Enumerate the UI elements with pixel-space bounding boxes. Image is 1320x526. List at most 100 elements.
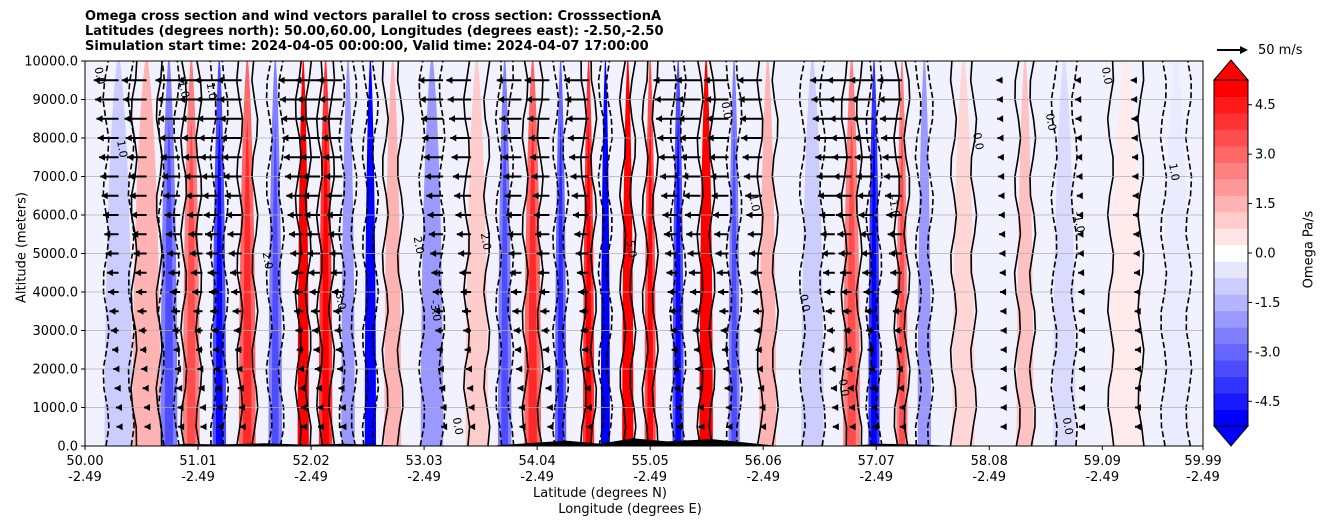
- wind-vector-head: [681, 153, 688, 161]
- wind-vector: [675, 76, 701, 84]
- wind-vector-head: [890, 269, 897, 277]
- wind-vector: [326, 211, 343, 219]
- wind-vector-head: [829, 115, 836, 123]
- wind-vector: [691, 307, 701, 315]
- wind-vector: [1134, 327, 1141, 334]
- wind-vector-head: [105, 250, 112, 257]
- wind-vector: [296, 96, 321, 103]
- wind-vector: [659, 173, 679, 180]
- wind-vector-head: [141, 365, 148, 373]
- wind-vector: [837, 230, 852, 238]
- wind-vector: [720, 327, 729, 334]
- wind-vector-head: [540, 307, 547, 315]
- wind-vector: [537, 269, 550, 277]
- wind-vector-head: [683, 192, 690, 200]
- wind-vector-head: [849, 423, 856, 431]
- wind-vector: [164, 211, 181, 219]
- wind-vector: [738, 96, 763, 103]
- wind-vector-head: [426, 192, 433, 200]
- wind-vector: [576, 269, 589, 277]
- wind-vector-head: [527, 115, 534, 123]
- wind-vector: [460, 288, 472, 296]
- wind-vector-head: [833, 173, 840, 180]
- wind-vector: [815, 153, 835, 161]
- wind-vector-head: [829, 365, 836, 373]
- wind-vector: [1133, 230, 1140, 238]
- wind-vector-head: [217, 423, 224, 431]
- wind-vector-head: [832, 153, 839, 161]
- wind-vector-head: [124, 115, 131, 123]
- wind-vector: [544, 365, 551, 373]
- wind-vector-head: [666, 269, 673, 277]
- wind-vector-head: [529, 153, 536, 161]
- wind-vector: [226, 211, 242, 219]
- wind-vector: [310, 307, 321, 315]
- wind-vector: [1079, 327, 1086, 334]
- colorbar-level-12: [1214, 211, 1248, 229]
- wind-vector-head: [544, 365, 551, 373]
- wind-vector-head: [448, 115, 455, 123]
- colorbar-level-17: [1214, 129, 1248, 147]
- wind-vector-head: [210, 307, 217, 315]
- wind-vector: [163, 192, 181, 200]
- colorbar-tick-label-4: 1.5: [1255, 197, 1276, 212]
- wind-vector-head: [526, 96, 533, 103]
- omega-band-core-5: [243, 121, 252, 446]
- y-tick-label-3: 3000.0: [33, 324, 79, 339]
- wind-vector: [439, 384, 446, 392]
- wind-vector-head: [316, 384, 323, 392]
- wind-vector: [121, 76, 147, 84]
- wind-vector-head: [456, 230, 463, 238]
- wind-vector-head: [707, 134, 714, 142]
- omega-band-core-21: [675, 121, 681, 446]
- wind-vector-head: [1079, 327, 1086, 334]
- wind-vector-head: [177, 76, 184, 84]
- wind-vector: [456, 230, 472, 238]
- colorbar-level-10: [1214, 244, 1248, 262]
- wind-vector-head: [817, 192, 824, 200]
- colorbar-level-1: [1214, 393, 1248, 411]
- wind-vector-head: [853, 134, 860, 142]
- wind-vector: [1077, 250, 1084, 257]
- wind-vector: [864, 307, 874, 315]
- wind-vector: [749, 250, 763, 257]
- wind-vector: [830, 384, 837, 392]
- wind-vector: [432, 288, 444, 296]
- x-tick-longitude-2: -2.49: [294, 470, 328, 485]
- wind-vector: [190, 269, 203, 277]
- colorbar-level-8: [1214, 277, 1248, 295]
- terrain-silhouette: [163, 438, 958, 446]
- wind-vector: [1000, 384, 1007, 392]
- chart-title-line-1: Omega cross section and wind vectors par…: [85, 9, 662, 24]
- wind-vector: [114, 384, 121, 392]
- wind-vector-head: [657, 134, 664, 142]
- wind-vector: [1077, 211, 1084, 219]
- wind-vector-head: [423, 153, 430, 161]
- wind-vector-head: [996, 76, 1003, 84]
- wind-vector-head: [501, 153, 508, 161]
- wind-vector: [675, 404, 682, 411]
- contour-label-4: 2.0: [260, 251, 276, 270]
- wind-vector: [894, 327, 902, 334]
- wind-vector-head: [997, 134, 1004, 142]
- wind-vector: [714, 230, 729, 238]
- wind-vector-head: [858, 211, 865, 219]
- wind-vector: [199, 404, 206, 411]
- wind-vector-head: [691, 307, 698, 315]
- wind-vector-head: [756, 365, 763, 373]
- wind-vector: [524, 76, 550, 84]
- wind-vector: [1134, 404, 1141, 411]
- wind-vector-head: [877, 76, 884, 84]
- wind-vector: [863, 288, 874, 296]
- wind-vector-head: [294, 307, 301, 315]
- wind-vector: [101, 192, 119, 200]
- wind-vector-head: [329, 250, 336, 257]
- wind-vector: [208, 288, 220, 296]
- wind-vector: [540, 307, 550, 315]
- wind-vector-head: [503, 173, 510, 180]
- wind-vector-head: [143, 404, 150, 411]
- wind-vector-head: [898, 384, 905, 392]
- wind-vector: [586, 404, 593, 411]
- wind-vector-head: [528, 134, 535, 142]
- wind-vector: [212, 346, 220, 354]
